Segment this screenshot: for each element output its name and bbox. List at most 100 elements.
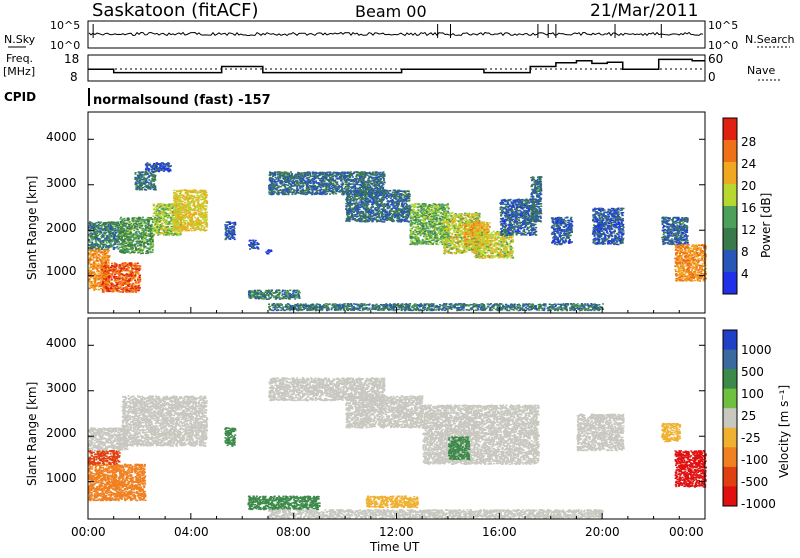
- power-cell: [154, 176, 156, 178]
- power-cell: [119, 268, 121, 270]
- power-cell: [92, 264, 94, 266]
- power-cell: [97, 238, 99, 240]
- power-cell: [137, 235, 139, 237]
- power-cell: [90, 285, 92, 287]
- power-cell: [151, 171, 153, 173]
- power-cell: [249, 240, 251, 242]
- power-cell: [101, 228, 103, 230]
- power-cell: [108, 265, 110, 267]
- power-cell: [129, 238, 131, 240]
- power-cell: [189, 191, 191, 193]
- power-cell: [117, 221, 119, 223]
- power-cell: [147, 240, 149, 242]
- power-cell: [106, 235, 108, 237]
- power-cell: [154, 179, 156, 181]
- power-cell: [138, 177, 140, 179]
- power-cell: [91, 243, 93, 245]
- power-cell: [311, 182, 313, 184]
- power-cell: [98, 289, 100, 291]
- power-cell: [120, 217, 122, 219]
- power-cell: [232, 235, 234, 237]
- power-cell: [128, 275, 130, 277]
- power-cell: [128, 219, 130, 221]
- power-cell: [109, 270, 111, 272]
- power-cell: [137, 277, 139, 279]
- power-cell: [135, 288, 137, 290]
- power-cell: [158, 225, 160, 227]
- power-cell: [97, 260, 99, 262]
- power-cell: [145, 186, 147, 188]
- power-cell: [318, 178, 320, 180]
- power-cell: [107, 250, 109, 252]
- power-cell: [93, 281, 95, 283]
- power-cell: [156, 219, 158, 221]
- power-cell: [268, 185, 270, 187]
- power-cell: [131, 268, 133, 270]
- power-cell: [298, 185, 300, 187]
- power-cell: [92, 255, 94, 257]
- power-cell: [120, 218, 122, 220]
- power-cell: [141, 219, 143, 221]
- power-cell: [120, 276, 122, 278]
- power-cell: [154, 220, 156, 222]
- power-cell: [357, 188, 359, 190]
- power-cell: [137, 252, 139, 254]
- power-cell: [104, 222, 106, 224]
- power-cell: [170, 170, 172, 172]
- noise-right-tick-top: 10^5: [708, 19, 738, 32]
- cpid-program: normalsound (fast) -157: [93, 93, 271, 108]
- power-cell: [94, 231, 96, 233]
- power-cell: [92, 226, 94, 228]
- power-cell: [89, 225, 91, 227]
- power-cell: [95, 239, 97, 241]
- power-cell: [234, 228, 236, 230]
- power-cell: [174, 198, 176, 200]
- power-cell: [143, 248, 145, 250]
- power-cell: [189, 212, 191, 214]
- power-cell: [102, 275, 104, 277]
- power-cell: [103, 232, 105, 234]
- power-cell: [122, 265, 124, 267]
- power-cell: [129, 221, 131, 223]
- power-cell: [205, 221, 207, 223]
- power-cell: [112, 244, 114, 246]
- power-cell: [97, 275, 99, 277]
- power-cell: [133, 284, 135, 286]
- power-cell: [111, 224, 113, 226]
- power-cell: [140, 233, 142, 235]
- power-cell: [134, 223, 136, 225]
- power-cell: [127, 236, 129, 238]
- power-cell: [91, 234, 93, 236]
- power-cell: [116, 288, 118, 290]
- power-cell: [199, 213, 201, 215]
- date-label: 21/Mar/2011: [590, 1, 698, 21]
- power-cell: [115, 232, 117, 234]
- power-cell: [141, 171, 143, 173]
- power-cell: [109, 233, 111, 235]
- power-cell: [120, 221, 122, 223]
- power-cell: [152, 165, 154, 167]
- power-cell: [154, 188, 156, 190]
- power-cell: [137, 220, 139, 222]
- power-panel: Slant Range [km] 1000 2000 3000 4000 4 8…: [25, 112, 773, 313]
- power-cell: [162, 208, 164, 210]
- power-cell: [108, 290, 110, 292]
- power-cell: [192, 228, 194, 230]
- power-cell: [147, 174, 149, 176]
- power-cell: [146, 177, 148, 179]
- power-cell: [127, 285, 129, 287]
- power-cell: [135, 247, 137, 249]
- power-cell: [190, 208, 192, 210]
- power-cell: [95, 256, 97, 258]
- power-cell: [167, 162, 169, 164]
- power-cell: [121, 264, 123, 266]
- power-cell: [252, 243, 254, 245]
- power-cell: [229, 226, 231, 228]
- power-cell: [173, 219, 175, 221]
- power-cell: [109, 255, 111, 256]
- power-cell: [179, 190, 181, 192]
- power-cell: [188, 219, 190, 221]
- power-cell: [193, 205, 195, 207]
- power-cell: [101, 265, 103, 267]
- power-cell: [143, 233, 145, 235]
